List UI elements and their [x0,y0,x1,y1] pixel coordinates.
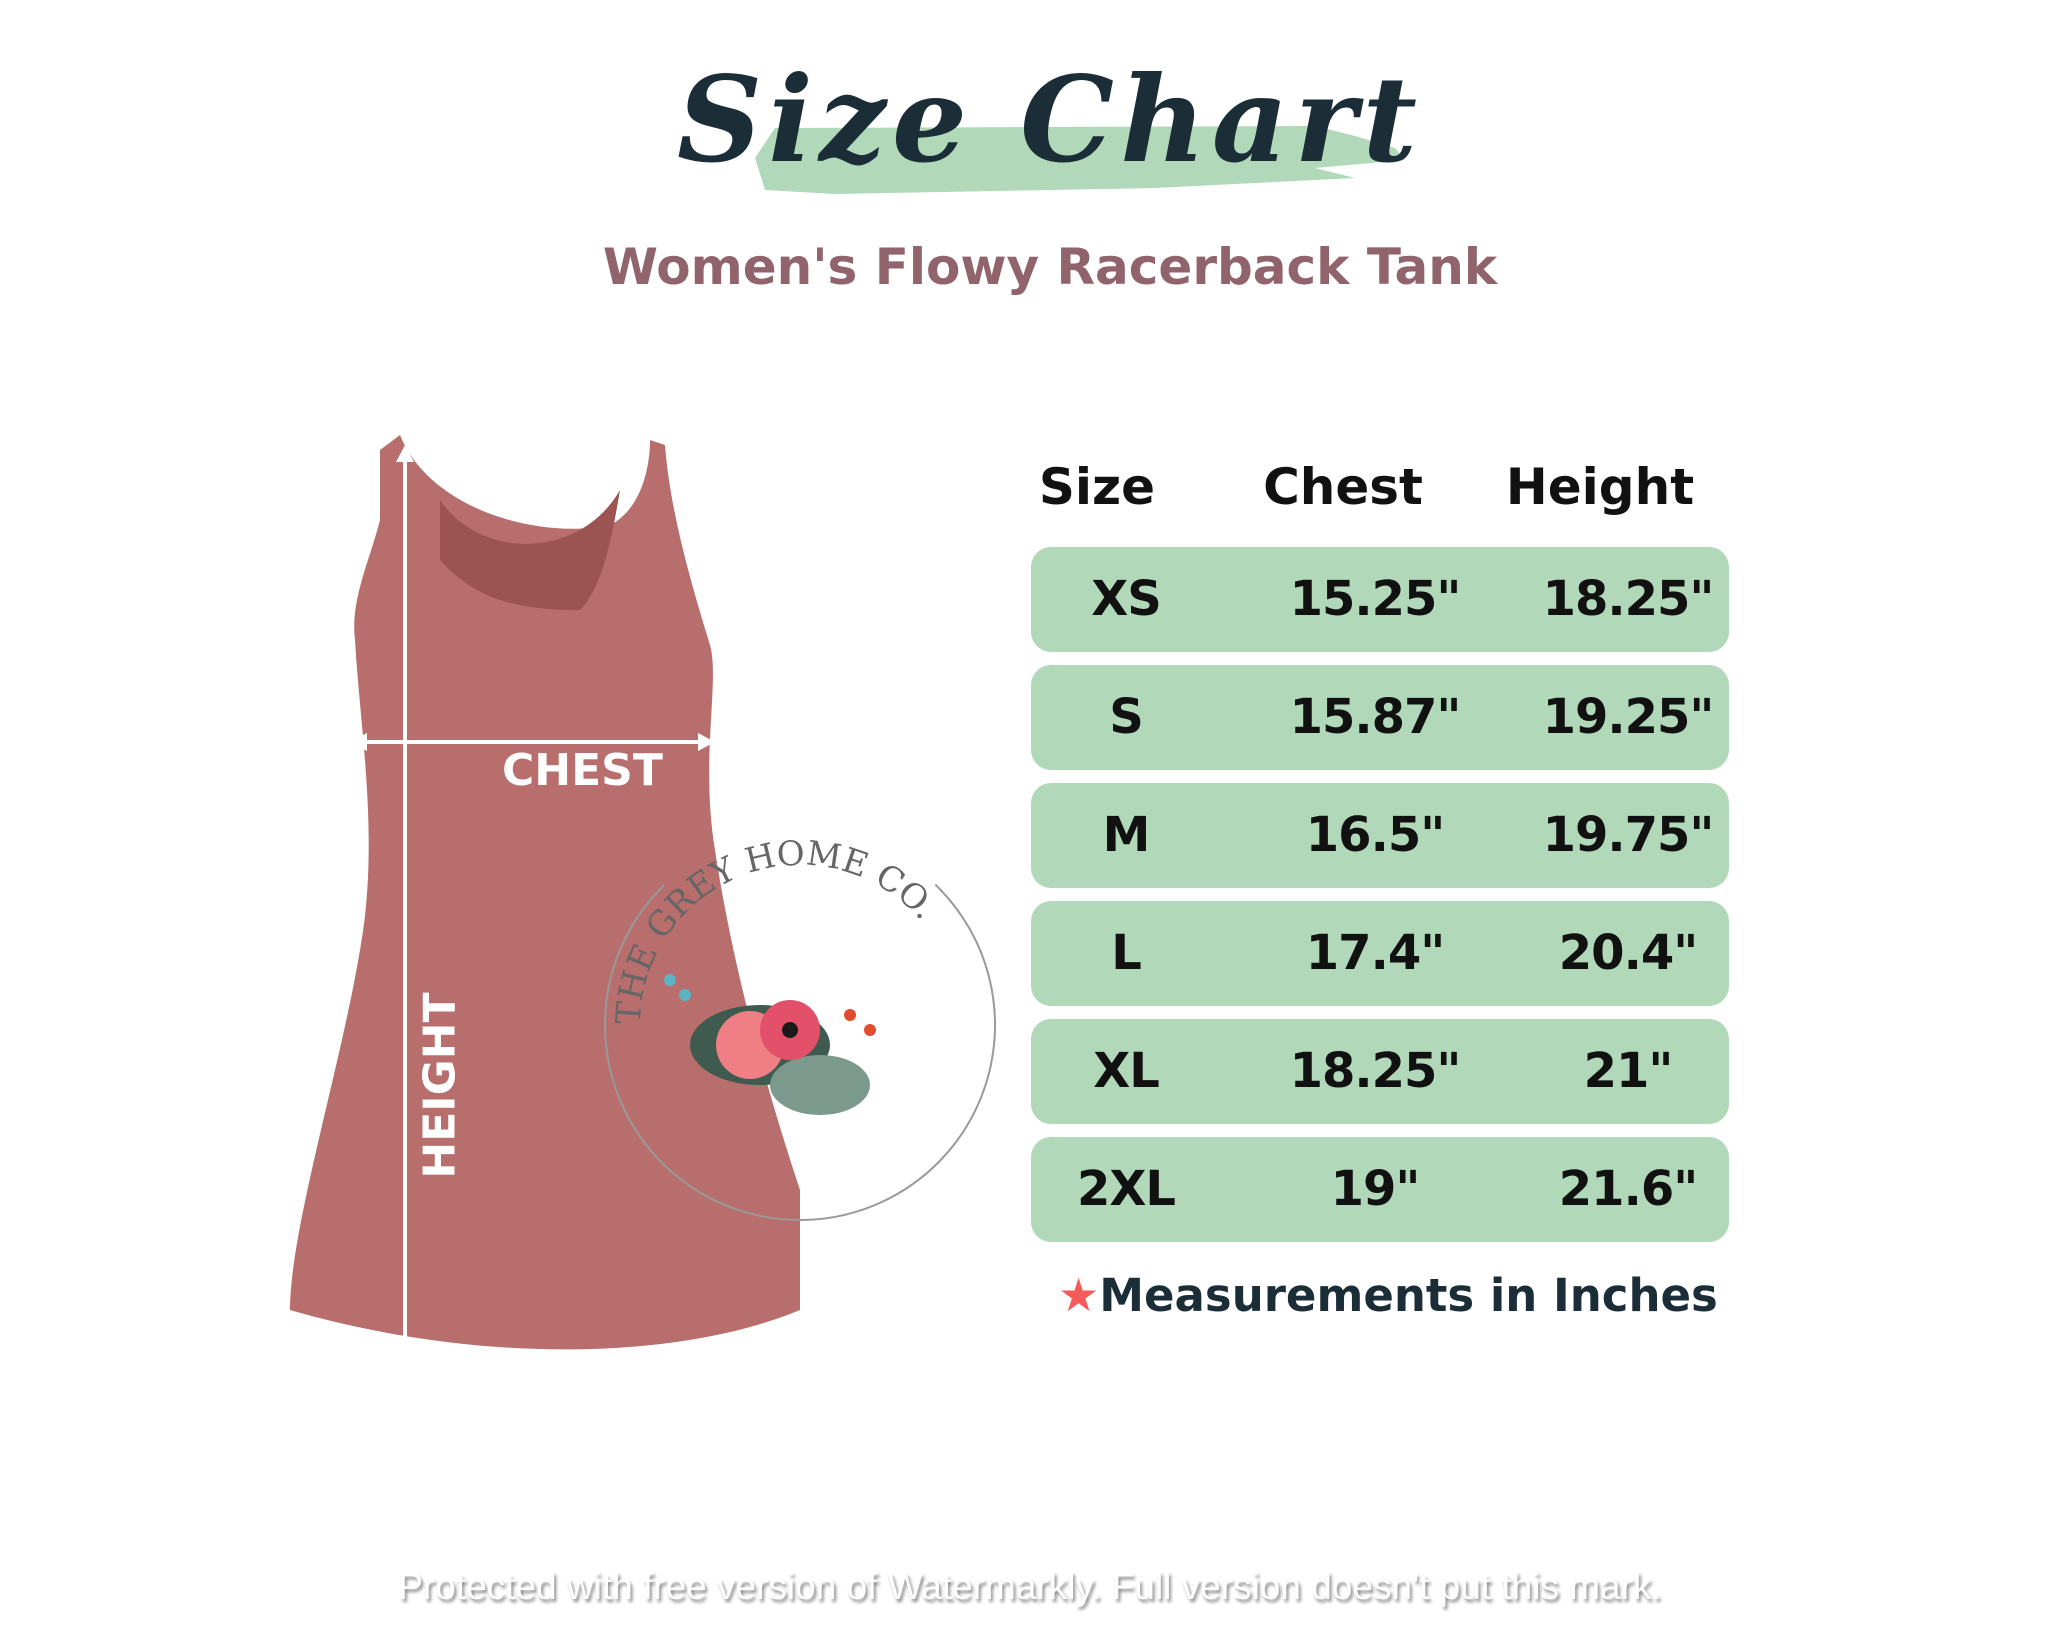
table-row: L 17.4" 20.4" [1031,901,1729,1006]
watermark-text: Protected with free version of Watermark… [398,1566,1662,1607]
brush-stroke-decoration [755,126,1405,194]
svg-text:THE GREY HOME CO.: THE GREY HOME CO. [609,833,945,1025]
chest-cell: 19" [1330,1161,1421,1217]
star-icon: ★ [1058,1268,1100,1322]
footnote: ★Measurements in Inches [1058,1268,1718,1322]
page-title: Size Chart [676,50,1424,189]
chest-cell: 15.87" [1289,689,1462,745]
chest-cell: 18.25" [1289,1043,1462,1099]
size-cell: M [1102,807,1151,863]
height-cell: 19.75" [1542,807,1715,863]
size-cell: XL [1093,1043,1160,1099]
column-header-size: Size [1038,458,1156,516]
height-cell: 18.25" [1542,571,1715,627]
height-label: HEIGHT [414,992,466,1179]
height-cell: 19.25" [1542,689,1715,745]
table-row: M 16.5" 19.75" [1031,783,1729,888]
table-row: XS 15.25" 18.25" [1031,547,1729,652]
table-row: 2XL 19" 21.6" [1031,1137,1729,1242]
size-cell: XS [1091,571,1162,627]
size-cell: L [1111,925,1142,981]
table-row: S 15.87" 19.25" [1031,665,1729,770]
table-row: XL 18.25" 21" [1031,1019,1729,1124]
footnote-text: Measurements in Inches [1099,1269,1718,1322]
logo-watermark: THE GREY HOME CO. [604,829,996,1221]
chest-cell: 17.4" [1305,925,1445,981]
page-subtitle: Women's Flowy Racerback Tank [602,238,1498,296]
size-cell: 2XL [1077,1161,1176,1217]
size-cell: S [1109,689,1144,745]
chest-cell: 16.5" [1305,807,1445,863]
chest-label: CHEST [502,745,663,796]
height-cell: 21" [1583,1043,1674,1099]
column-header-chest: Chest [1263,458,1423,516]
height-cell: 20.4" [1558,925,1698,981]
height-cell: 21.6" [1558,1161,1698,1217]
column-header-height: Height [1505,458,1695,516]
tank-top-illustration [290,435,800,1360]
chest-cell: 15.25" [1289,571,1462,627]
